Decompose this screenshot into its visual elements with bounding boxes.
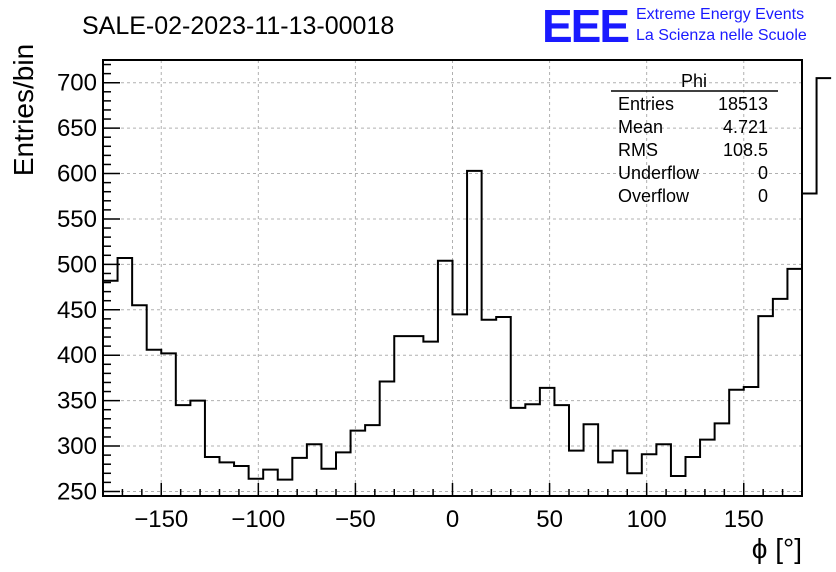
y-tick-label: 600	[57, 161, 97, 188]
histogram-bin	[132, 305, 147, 496]
histogram-bin	[220, 462, 235, 496]
histogram-bin	[161, 353, 176, 496]
stats-underflow-label: Underflow	[618, 163, 700, 183]
histogram-bin	[540, 388, 555, 496]
histogram-bin	[569, 451, 584, 496]
histogram-bin	[147, 350, 162, 496]
histogram-line	[103, 77, 832, 481]
y-tick-label: 700	[57, 70, 97, 97]
histogram-bin	[118, 258, 133, 496]
histogram-bin	[394, 336, 409, 496]
x-tick-label: −100	[231, 506, 285, 533]
x-tick-label: 0	[446, 506, 459, 533]
histogram-bin	[496, 317, 511, 496]
histogram-bin	[671, 476, 686, 496]
eee-logo: EEE Extreme Energy Events La Scienza nel…	[542, 0, 807, 52]
stats-entries-label: Entries	[618, 94, 674, 114]
histogram-bin	[190, 401, 205, 496]
y-tick-label: 250	[57, 478, 97, 505]
stats-mean-label: Mean	[618, 117, 663, 137]
histogram-bin	[321, 469, 336, 496]
histogram-bin	[787, 269, 802, 496]
histogram-bin	[409, 336, 424, 496]
logo-line-2: La Scienza nelle Scuole	[636, 27, 807, 44]
x-axis-label: ϕ [°]	[752, 533, 802, 564]
histogram-bin	[729, 390, 744, 496]
chart-title: SALE-02-2023-11-13-00018	[82, 12, 394, 40]
histogram-bin	[351, 431, 366, 496]
x-tick-label: −150	[134, 506, 188, 533]
histogram-bin	[613, 451, 628, 496]
histogram-bin	[453, 314, 468, 496]
histogram-bin	[467, 171, 482, 496]
histogram-bin	[307, 444, 322, 496]
histogram-bin	[554, 405, 569, 496]
histogram-bin	[482, 320, 497, 496]
histogram-bin	[380, 382, 395, 496]
histogram-bin	[715, 423, 730, 496]
stats-overflow-value: 0	[758, 186, 768, 206]
histogram-bin	[598, 462, 613, 496]
histogram-series	[103, 77, 832, 496]
y-tick-label: 350	[57, 388, 97, 415]
y-tick-label: 500	[57, 251, 97, 278]
histogram-bin	[758, 316, 773, 496]
x-tick-label: 150	[724, 506, 764, 533]
stats-box: Phi Entries 18513 Mean 4.721 RMS 108.5 U…	[611, 71, 778, 206]
histogram-bin	[249, 479, 264, 496]
stats-entries-value: 18513	[718, 94, 768, 114]
y-tick-label: 550	[57, 206, 97, 233]
y-tick-label: 300	[57, 433, 97, 460]
stats-overflow-label: Overflow	[618, 186, 690, 206]
x-tick-label: 50	[536, 506, 563, 533]
stats-rms-value: 108.5	[723, 140, 768, 160]
y-tick-label: 450	[57, 297, 97, 324]
histogram-bin	[438, 261, 453, 496]
histogram-bin	[802, 194, 817, 496]
histogram-bin	[744, 387, 759, 496]
histogram-bin	[263, 470, 278, 496]
stats-rms-label: RMS	[618, 140, 658, 160]
histogram-bin	[525, 404, 540, 496]
histogram-bin	[656, 444, 671, 496]
stats-underflow-value: 0	[758, 163, 768, 183]
histogram-bin	[817, 78, 832, 496]
histogram-bin	[278, 480, 293, 496]
histogram-bin	[584, 424, 599, 496]
x-tick-label: −50	[335, 506, 376, 533]
histogram-bin	[234, 466, 249, 496]
histogram-bin	[642, 454, 657, 496]
axes: −150 −100 −50 0 50 100 150 250 300 350 400 450 500 55…	[57, 59, 803, 533]
logo-line-1: Extreme Energy Events	[636, 6, 804, 23]
y-tick-label: 400	[57, 342, 97, 369]
histogram-bin	[176, 405, 191, 496]
histogram-bin	[423, 342, 438, 496]
histogram-bin	[686, 457, 701, 496]
x-tick-label: 100	[627, 506, 667, 533]
histogram-bin	[205, 457, 220, 496]
histogram-bin	[627, 473, 642, 496]
histogram-bin	[336, 452, 351, 496]
histogram-bin	[365, 425, 380, 496]
y-axis-label: Entries/bin	[8, 44, 39, 176]
histogram-bin	[292, 458, 307, 496]
stats-name: Phi	[681, 71, 707, 91]
histogram-bin	[773, 299, 788, 496]
histogram-bin	[700, 440, 715, 496]
y-tick-label: 650	[57, 115, 97, 142]
logo-text: EEE	[542, 0, 628, 52]
stats-mean-value: 4.721	[723, 117, 768, 137]
histogram-bin	[511, 408, 526, 496]
